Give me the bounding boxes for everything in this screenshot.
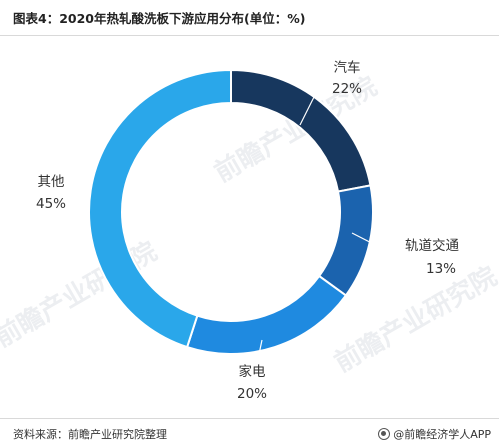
slice-category-label: 汽车 [334, 59, 361, 76]
brand-credit: @前瞻经济学人APP [378, 426, 491, 442]
slice-value-label: 45% [36, 196, 66, 212]
slice-value-label: 13% [426, 261, 456, 277]
donut-slice-1 [317, 184, 374, 297]
chart-title: 图表4：2020年热轧酸洗板下游应用分布(单位：%) [0, 0, 499, 36]
donut-chart-area: 前瞻产业研究院 前瞻产业研究院 前瞻产业研究院 汽车 22% 轨道交通 13% 家电 20% 其… [0, 37, 499, 415]
donut-slice-2 [185, 274, 348, 355]
footer: 资料来源：前瞻产业研究院整理 @前瞻经济学人APP [0, 418, 499, 448]
slice-category-label: 轨道交通 [405, 237, 459, 254]
source-note: 资料来源：前瞻产业研究院整理 [13, 428, 167, 441]
slice-category-label: 其他 [38, 174, 65, 190]
slice-value-label: 20% [237, 386, 267, 402]
leader-line-0 [299, 88, 319, 126]
donut-slice-3 [88, 68, 232, 349]
brand-text: @前瞻经济学人APP [393, 428, 491, 441]
slice-value-label: 22% [332, 81, 362, 97]
leader-line-2 [257, 339, 263, 360]
brand-logo-icon [378, 428, 391, 440]
leader-line-1 [351, 232, 398, 257]
slice-category-label: 家电 [239, 363, 266, 380]
